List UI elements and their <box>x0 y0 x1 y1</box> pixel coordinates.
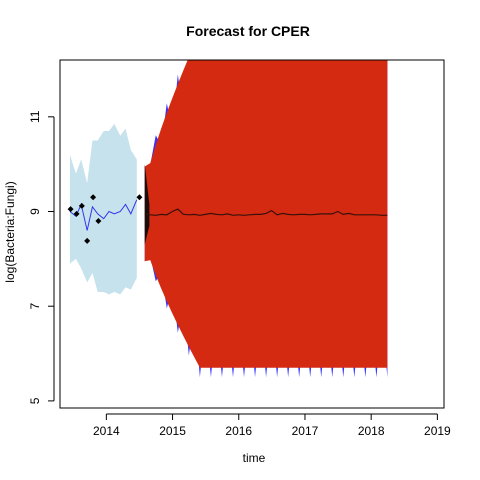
observation-point <box>78 202 85 209</box>
forecast-start-wedge <box>144 164 150 245</box>
x-axis: 2014 2015 2016 2017 2018 2019 <box>93 413 451 438</box>
x-tick-label: 2014 <box>93 424 120 438</box>
observation-point <box>95 217 102 224</box>
observation-point <box>73 210 80 217</box>
y-tick-label: 7 <box>28 303 42 310</box>
y-tick-label: 5 <box>28 397 42 404</box>
plot-area <box>67 60 388 378</box>
forecast-mean-line <box>144 208 388 216</box>
forecast-inner-interval-band <box>144 60 388 368</box>
plot-layers <box>67 60 388 378</box>
observation-point <box>136 194 143 201</box>
x-tick-label: 2018 <box>358 424 385 438</box>
y-axis: 5 7 9 11 <box>28 110 55 404</box>
x-tick-label: 2016 <box>225 424 252 438</box>
hindcast-interval-band <box>69 123 137 295</box>
x-tick-label: 2017 <box>292 424 319 438</box>
chart-title: Forecast for CPER <box>186 23 310 39</box>
x-axis-label: time <box>243 451 266 465</box>
y-tick-label: 11 <box>28 110 42 123</box>
y-axis-label: log(Bacteria:Fungi) <box>3 181 17 282</box>
y-tick-label: 9 <box>28 208 42 215</box>
plot-frame <box>59 59 445 409</box>
observation-point <box>67 206 74 213</box>
observation-point <box>84 237 91 244</box>
x-tick-label: 2015 <box>159 424 186 438</box>
x-tick-label: 2019 <box>424 424 451 438</box>
observation-point <box>90 194 97 201</box>
